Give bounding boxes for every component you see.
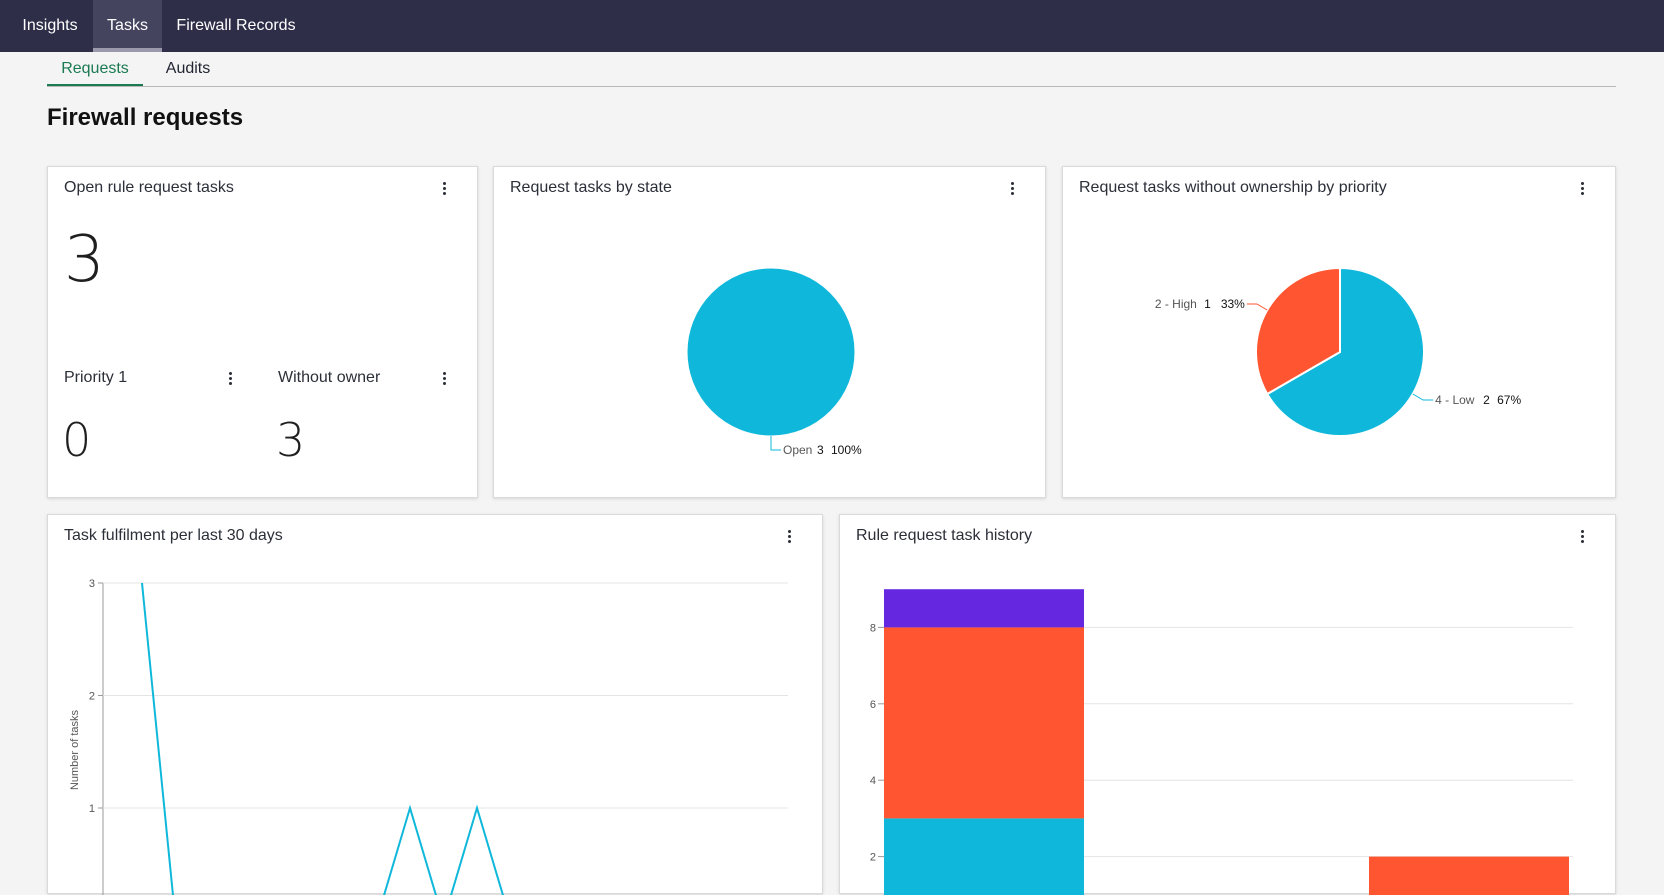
without-owner-more-icon[interactable] — [437, 369, 453, 389]
priority-1-count: 0 — [62, 413, 91, 467]
tab-requests[interactable]: Requests — [47, 60, 143, 86]
pie-label-value: 1 — [1204, 297, 1211, 311]
pie-label-value: 2 — [1483, 393, 1490, 407]
priority-1-label: Priority 1 — [64, 369, 127, 387]
page-title: Firewall requests — [47, 104, 243, 132]
pie-label-percent: 33% — [1221, 297, 1245, 311]
pie-label-leader — [771, 436, 781, 450]
y-tick-label: 1 — [89, 803, 95, 815]
pie-chart-by-state: Open 3 100% — [494, 167, 1047, 499]
pie-label-leader — [1247, 304, 1267, 310]
y-tick-label: 4 — [870, 775, 876, 787]
card-open-rule-request-tasks: Open rule request tasks 3 Priority 1 0 W… — [47, 166, 478, 498]
priority-1-more-icon[interactable] — [223, 369, 239, 389]
series-line — [142, 583, 511, 895]
y-tick-label: 2 — [89, 691, 95, 703]
line-chart-fulfilment: 1 2 3 Number of tasks — [48, 515, 824, 895]
pie-label-leader — [1413, 394, 1433, 400]
card-request-tasks-without-ownership: Request tasks without ownership by prior… — [1062, 166, 1616, 498]
topnav-insights[interactable]: Insights — [0, 0, 100, 52]
topnav-tasks[interactable]: Tasks — [93, 0, 162, 52]
pie-slice-open — [687, 268, 855, 436]
bar-segment-0-0 — [884, 818, 1084, 895]
without-owner-label: Without owner — [278, 369, 380, 387]
sub-tabs: Requests Audits — [47, 52, 1616, 87]
open-tasks-count: 3 — [64, 223, 105, 297]
pie-label-name: Open — [783, 443, 812, 457]
top-navigation-bar: Insights Tasks Firewall Records — [0, 0, 1664, 52]
pie-label-value: 3 — [817, 443, 824, 457]
tab-audits[interactable]: Audits — [143, 60, 233, 86]
pie-label-name: 4 - Low — [1435, 393, 1475, 407]
bar-chart-history: 2 4 6 8 — [840, 515, 1617, 895]
bar-segment-0-1 — [884, 627, 1084, 818]
bar-segment-1-1 — [1369, 857, 1569, 895]
y-tick-label: 6 — [870, 699, 876, 711]
y-axis-label: Number of tasks — [69, 709, 81, 790]
pie-label-percent: 67% — [1497, 393, 1521, 407]
bar-segment-0-2 — [884, 589, 1084, 627]
y-tick-label: 2 — [870, 852, 876, 864]
without-owner-count: 3 — [276, 413, 305, 467]
pie-label-percent: 100% — [831, 443, 862, 457]
card-title: Open rule request tasks — [64, 179, 234, 197]
pie-chart-by-priority: 4 - Low 2 67% 33% 1 2 - High — [1063, 167, 1617, 499]
pie-label-name: 2 - High — [1155, 297, 1197, 311]
y-tick-label: 8 — [870, 622, 876, 634]
topnav-firewall-records[interactable]: Firewall Records — [162, 0, 310, 52]
y-tick-label: 3 — [89, 578, 95, 590]
more-options-icon[interactable] — [437, 179, 453, 199]
